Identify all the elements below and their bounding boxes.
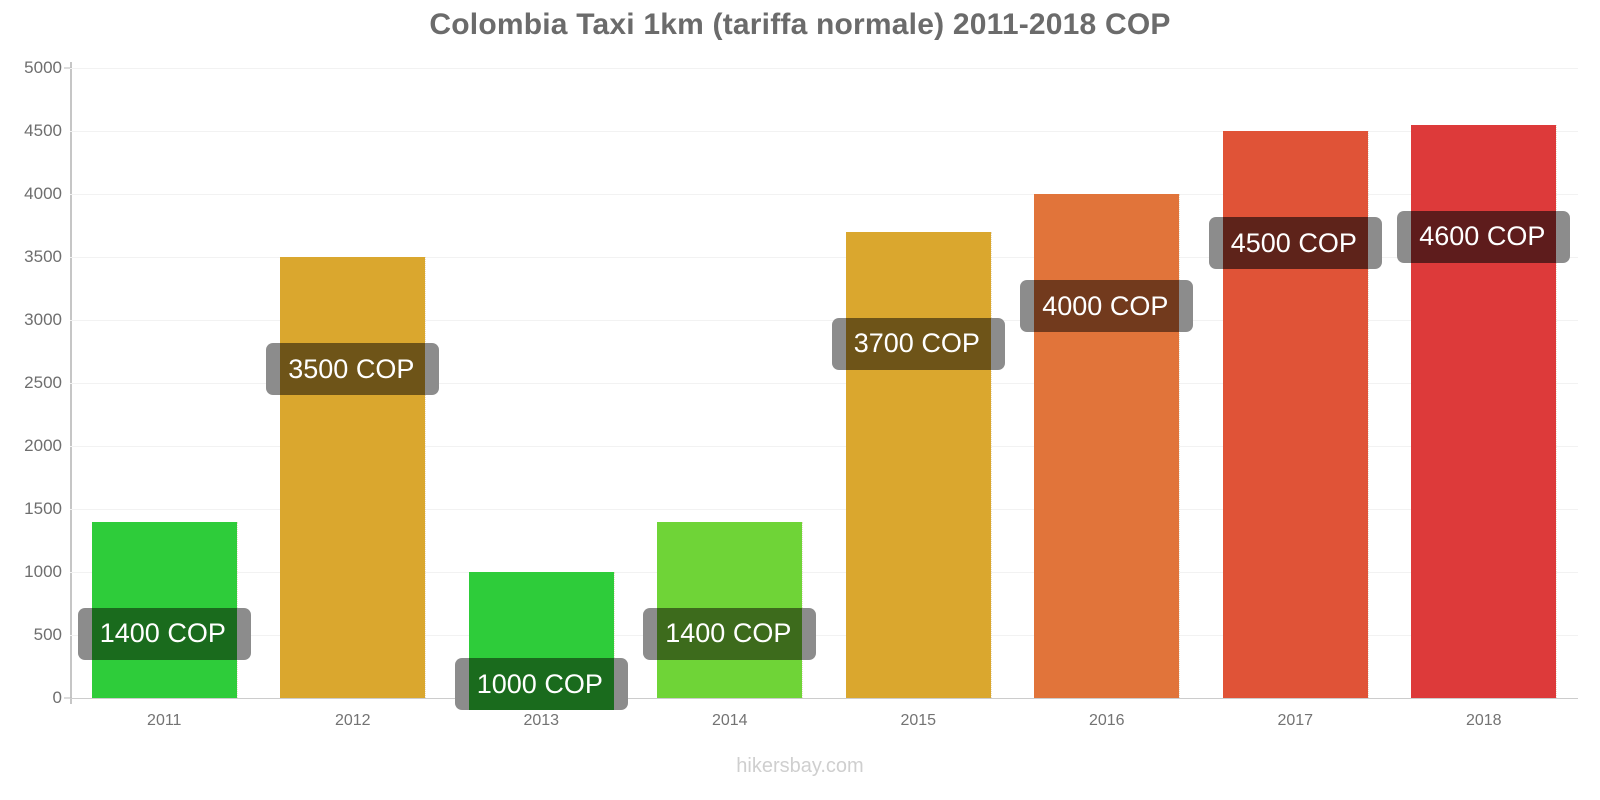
y-tick-label: 500 xyxy=(33,625,62,644)
bar-separator xyxy=(613,572,616,698)
bar-2012[interactable] xyxy=(280,257,426,698)
gridline xyxy=(70,572,1578,573)
gridline xyxy=(70,68,1578,69)
bar-separator xyxy=(1556,124,1558,698)
gridline xyxy=(70,320,1578,321)
y-tick-label: 5000 xyxy=(24,58,62,77)
bar-value-label: 4500 COP xyxy=(1208,217,1382,269)
bar-value-label: 4600 COP xyxy=(1397,210,1571,263)
gridline xyxy=(70,131,1578,132)
gridline xyxy=(70,446,1578,447)
value-label-text: 1400 COP xyxy=(99,618,226,649)
bar-value-label: 1400 COP xyxy=(77,607,251,660)
bar-value-label: 3700 COP xyxy=(831,317,1005,370)
bar-value-label: 4000 COP xyxy=(1020,280,1194,332)
bar-2016[interactable] xyxy=(1034,194,1180,698)
x-tick-label-2016: 2016 xyxy=(1088,712,1125,729)
x-tick-label-2018: 2018 xyxy=(1465,712,1502,729)
value-label-text: 4500 COP xyxy=(1230,227,1357,258)
x-tick-label-2015: 2015 xyxy=(900,712,937,729)
value-label-text: 4600 COP xyxy=(1419,221,1546,252)
gridline xyxy=(70,383,1578,384)
y-tick-label: 0 xyxy=(52,688,62,707)
bar-separator xyxy=(425,257,427,698)
bar-value-label: 1000 COP xyxy=(454,658,628,710)
value-label-text: 3700 COP xyxy=(853,328,980,359)
value-label-band xyxy=(1411,210,1557,263)
bar-separator xyxy=(1179,194,1181,698)
y-tick-label: 4000 xyxy=(24,184,62,203)
y-tick-mark xyxy=(64,67,72,69)
value-label-band xyxy=(845,317,991,370)
gridline xyxy=(70,257,1578,258)
bar-separator xyxy=(1367,131,1370,698)
footer-credit: hikersbay.com xyxy=(736,755,864,777)
y-tick-label: 2000 xyxy=(24,436,62,455)
bar-separator xyxy=(990,231,993,698)
bar-value-label: 1400 COP xyxy=(643,607,817,660)
gridline xyxy=(70,635,1578,636)
plot-area: 1400 COP 3500 COP 1000 COP 1400 COP 3700 COP… xyxy=(70,68,1578,710)
y-axis-ticks: 0 500 1000 1500 2000 2500 3000 3500 4000 4500 5000 xyxy=(0,58,72,707)
y-tick-mark xyxy=(64,697,72,699)
value-label-band xyxy=(468,658,614,710)
y-tick-label: 1000 xyxy=(24,562,62,581)
x-tick-label-2012: 2012 xyxy=(334,712,371,729)
x-tick-label-2017: 2017 xyxy=(1277,712,1314,729)
bar-value-label: 3500 COP xyxy=(266,343,440,395)
value-label-text: 1000 COP xyxy=(476,668,603,699)
value-label-band xyxy=(1222,217,1368,269)
chart-title: Colombia Taxi 1km (tariffa normale) 2011… xyxy=(429,8,1171,41)
x-tick-label-2013: 2013 xyxy=(523,712,560,729)
value-label-text: 4000 COP xyxy=(1042,290,1169,321)
y-tick-label: 3500 xyxy=(24,247,62,266)
y-tick-label: 1500 xyxy=(24,499,62,518)
value-label-text: 1400 COP xyxy=(665,618,792,649)
value-label-text: 3500 COP xyxy=(288,353,415,384)
value-label-band xyxy=(657,607,803,660)
x-tick-label-2014: 2014 xyxy=(711,712,748,729)
gridline xyxy=(70,509,1578,510)
gridline xyxy=(70,698,1578,699)
value-label-band xyxy=(91,607,237,660)
bar-2015[interactable] xyxy=(845,231,991,698)
gridline xyxy=(70,194,1578,195)
y-tick-label: 2500 xyxy=(24,373,62,392)
y-tick-label: 4500 xyxy=(24,121,62,140)
x-tick-label-2011: 2011 xyxy=(147,712,182,729)
value-label-band xyxy=(280,343,426,395)
value-label-band xyxy=(1034,280,1180,332)
y-tick-label: 3000 xyxy=(24,310,62,329)
